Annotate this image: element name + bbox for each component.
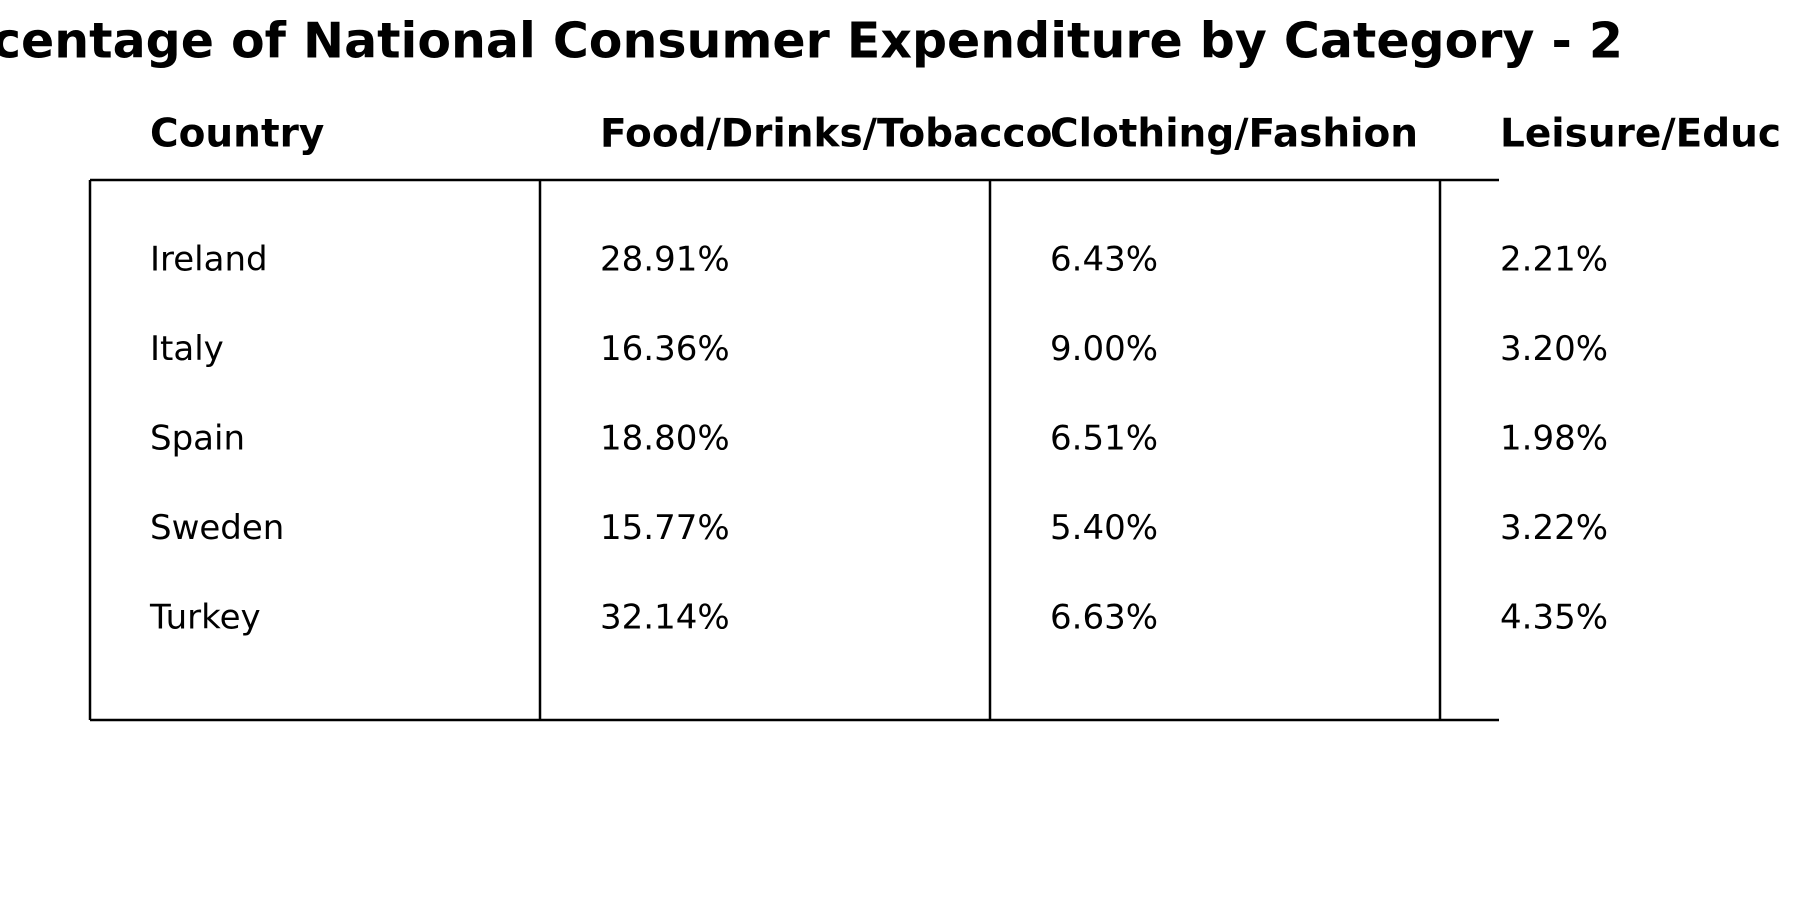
table-cell: 6.63%: [1050, 598, 1158, 638]
table-cell: Turkey: [149, 598, 261, 638]
table-cell: 4.35%: [1500, 598, 1608, 638]
table-cell: Spain: [150, 419, 245, 459]
table-cell: 16.36%: [600, 329, 730, 369]
table-cell: 3.20%: [1500, 329, 1608, 369]
table-cell: 5.40%: [1050, 508, 1158, 548]
table-cell: 15.77%: [600, 508, 730, 548]
table-cell: Ireland: [150, 240, 268, 280]
table-cell: 3.22%: [1500, 508, 1608, 548]
table-cell: 9.00%: [1050, 329, 1158, 369]
column-header: Food/Drinks/Tobacco: [600, 112, 1052, 157]
table-cell: 18.80%: [600, 419, 730, 459]
table-cell: Italy: [150, 329, 224, 369]
column-header: Leisure/Educ: [1500, 112, 1781, 157]
table-cell: 2.21%: [1500, 240, 1608, 280]
table-cell: Sweden: [150, 508, 284, 548]
table-cell: 1.98%: [1500, 419, 1608, 459]
table-cell: 32.14%: [600, 598, 730, 638]
column-header: Clothing/Fashion: [1050, 112, 1418, 157]
column-header: Country: [150, 112, 324, 157]
table-cell: 28.91%: [600, 240, 730, 280]
table-cell: 6.51%: [1050, 419, 1158, 459]
table-cell: 6.43%: [1050, 240, 1158, 280]
title: centage of National Consumer Expenditure…: [0, 13, 1623, 70]
